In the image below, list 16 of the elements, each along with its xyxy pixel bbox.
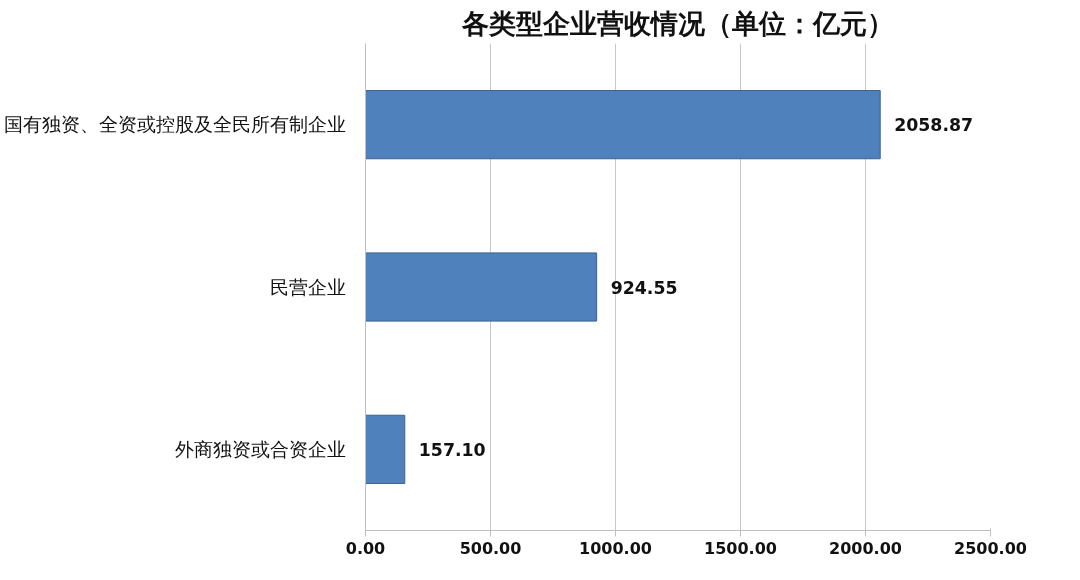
y-tick-label: 民营企业 [269, 276, 346, 298]
y-tick-label: 国有独资、全资或控股及全民所有制企业 [3, 114, 346, 136]
chart-title: 各类型企业营收情况（单位：亿元） [461, 7, 894, 39]
data-label: 924.55 [610, 277, 678, 298]
x-tick-label: 1000.00 [579, 538, 652, 558]
x-tick-label: 1500.00 [704, 538, 777, 558]
y-tick-label: 外商独资或合资企业 [174, 438, 346, 460]
x-tick-label: 2000.00 [829, 538, 902, 558]
bar [365, 414, 406, 484]
x-tick-label: 2500.00 [954, 538, 1027, 558]
bar [365, 90, 881, 160]
x-tick-label: 500.00 [459, 538, 522, 558]
x-tick-label: 0.00 [345, 538, 386, 558]
data-label: 2058.87 [894, 115, 974, 136]
bar [365, 252, 598, 322]
data-label: 157.10 [418, 439, 486, 460]
